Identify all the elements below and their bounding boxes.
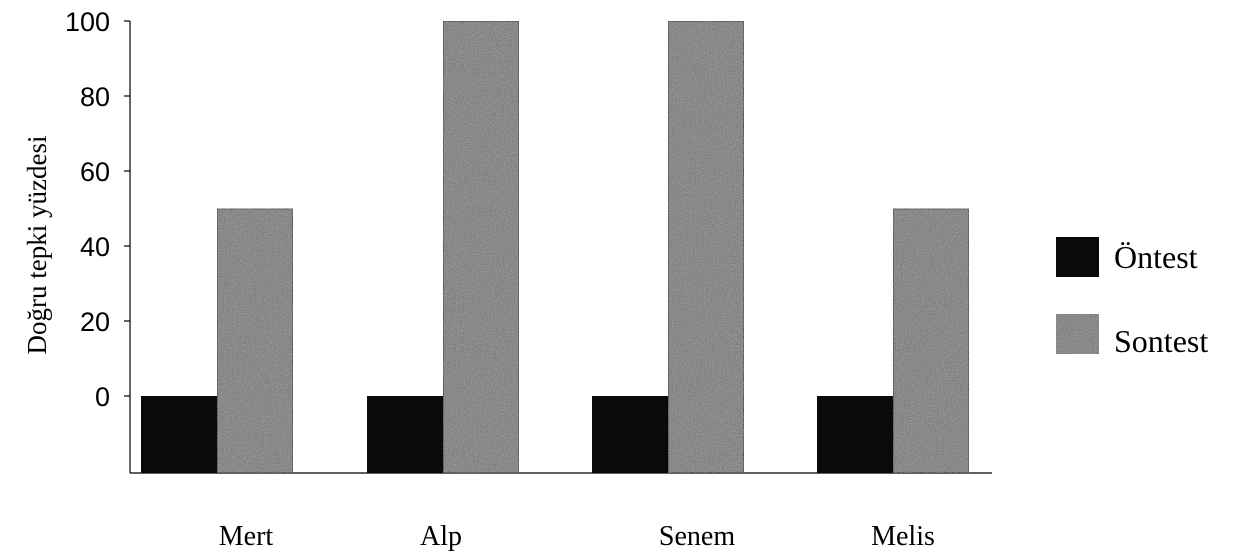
x-category-label: Senem (659, 521, 735, 552)
y-tick-label: 80 (80, 82, 110, 112)
bar--ntest-mert (141, 396, 217, 473)
bar-sontest-senem (667, 20, 745, 474)
y-tick-label: 40 (80, 232, 110, 262)
legend-swatch-sontest (1056, 314, 1099, 354)
bar--ntest-melis (817, 396, 893, 473)
y-tick-label: 0 (95, 382, 110, 412)
bar--ntest-alp (367, 396, 443, 473)
x-category-label: Melis (871, 521, 935, 552)
y-tick-label: 60 (80, 157, 110, 187)
bar--ntest-senem (592, 396, 668, 473)
y-tick-label: 20 (80, 307, 110, 337)
y-tick-label: 100 (65, 7, 110, 37)
x-axis-labels: Mert Alp Senem Melis (219, 521, 935, 552)
legend: Öntest Sontest (1056, 237, 1208, 359)
legend-label-sontest: Sontest (1114, 323, 1208, 359)
bar-sontest-alp (442, 20, 520, 474)
x-category-label: Alp (420, 521, 462, 552)
bar-sontest-melis (892, 207, 970, 474)
legend-label-ontest: Öntest (1114, 239, 1198, 275)
x-category-label: Mert (219, 521, 274, 552)
legend-swatch-ontest (1056, 237, 1099, 277)
y-axis-ticks: 0 20 40 60 80 100 (65, 7, 130, 412)
bar-sontest-mert (216, 207, 294, 474)
y-axis-label: Doğru tepki yüzdesi (22, 136, 52, 355)
bars (141, 20, 970, 474)
